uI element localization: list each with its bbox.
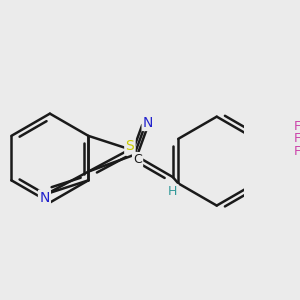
Text: H: H [168,185,178,198]
Text: N: N [143,116,153,130]
Text: N: N [39,191,50,205]
Text: C: C [133,153,142,166]
Text: F: F [294,132,300,146]
Text: F: F [294,120,300,133]
Text: S: S [125,139,134,153]
Text: F: F [294,145,300,158]
